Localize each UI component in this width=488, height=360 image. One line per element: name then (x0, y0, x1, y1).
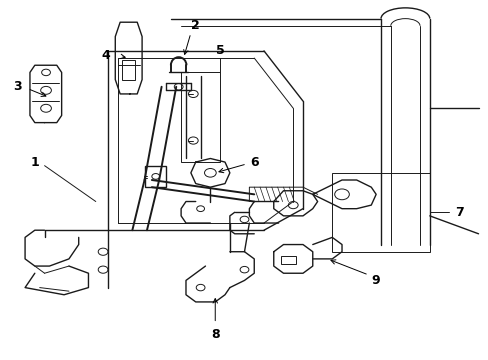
Text: 7: 7 (454, 206, 463, 219)
Circle shape (188, 90, 198, 98)
Text: 8: 8 (210, 328, 219, 341)
Text: 3: 3 (14, 80, 22, 93)
Text: 9: 9 (371, 274, 380, 287)
Text: 6: 6 (249, 156, 258, 168)
Circle shape (288, 202, 298, 209)
Bar (331, 173, 429, 252)
Bar (122, 60, 135, 80)
Text: 1: 1 (30, 156, 39, 168)
Circle shape (334, 189, 348, 200)
Circle shape (188, 137, 198, 144)
Text: 4: 4 (101, 49, 110, 62)
Bar (181, 72, 220, 162)
Bar (281, 256, 295, 264)
Bar (144, 166, 166, 187)
Text: 2: 2 (191, 19, 200, 32)
Text: 5: 5 (215, 44, 224, 57)
Circle shape (204, 168, 216, 177)
